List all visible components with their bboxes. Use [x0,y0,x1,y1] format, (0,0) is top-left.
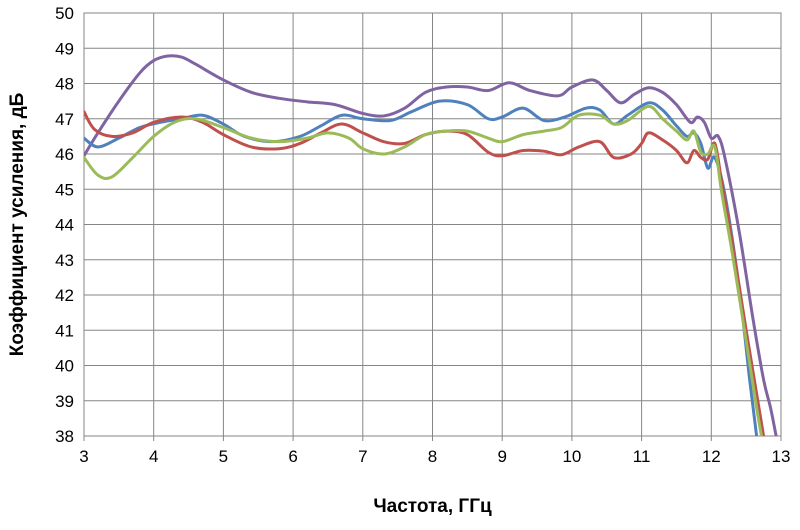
x-tick-label: 7 [358,447,367,466]
x-tick-label: 11 [633,447,651,466]
y-tick-label: 38 [55,427,74,446]
y-tick-label: 46 [55,145,74,164]
y-tick-label: 48 [55,75,74,94]
x-tick-label: 8 [428,447,437,466]
y-tick-label: 43 [55,251,74,270]
x-tick-label: 10 [562,447,581,466]
series-line-4 [84,104,763,436]
x-tick-label: 13 [772,447,791,466]
x-tick-label: 9 [497,447,506,466]
series-line-1 [84,54,778,436]
x-tick-label: 5 [219,447,228,466]
y-tick-label: 50 [55,4,74,23]
y-tick-label: 40 [55,357,74,376]
series-line-3 [84,110,766,436]
x-tick-label: 6 [288,447,297,466]
y-tick-label: 47 [55,110,74,129]
y-axis-title: Коэффициент усиления, дБ [7,93,28,357]
y-tick-label: 45 [55,180,74,199]
x-tick-label: 3 [79,447,88,466]
y-tick-label: 41 [55,321,74,340]
x-tick-label: 12 [702,447,721,466]
series-lines [84,54,778,436]
x-axis-title: Частота, ГГц [373,496,492,517]
y-tick-label: 42 [55,286,74,305]
y-tick-label: 44 [55,216,74,235]
y-tick-label: 39 [55,392,74,411]
y-tick-label: 49 [55,39,74,58]
x-tick-label: 4 [149,447,158,466]
series-line-2 [84,99,759,436]
